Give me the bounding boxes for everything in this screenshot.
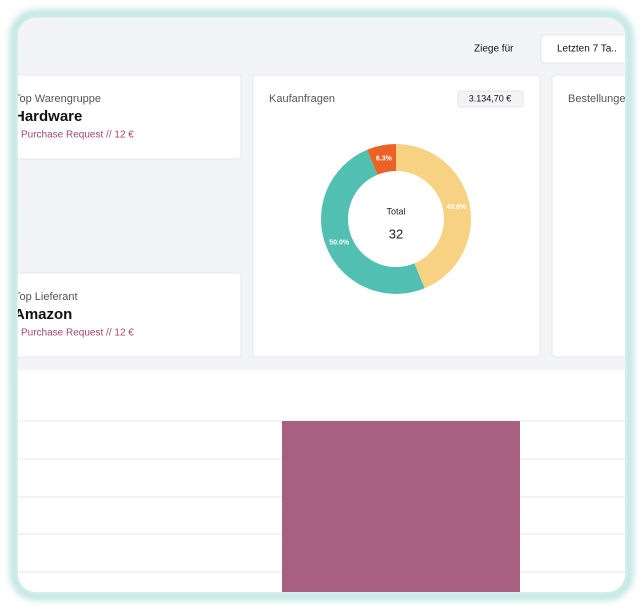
segment-label: 6.3% [376, 156, 393, 163]
card-detail: Purchase Request // 12 € [21, 130, 134, 141]
card-title: Top Warengruppe [14, 93, 101, 105]
card-title: Kaufanfragen [269, 93, 335, 105]
card-value: Hardware [14, 108, 82, 125]
frame-glow [11, 11, 632, 599]
content: Ziege für Letzten 7 Ta.. Top Warengruppe… [14, 18, 636, 592]
card [18, 272, 242, 358]
card-title: Bestellungen [568, 93, 632, 105]
bar [282, 421, 520, 592]
card [18, 74, 242, 160]
card [551, 74, 625, 358]
donut-segment [396, 144, 471, 289]
segment-label: 43.8% [446, 204, 467, 211]
donut-segment [367, 144, 396, 175]
amount: 3.134,70 € [469, 93, 512, 103]
card-title: Top Lieferant [14, 291, 78, 303]
donut-segment [321, 149, 425, 294]
donut-total: 32 [389, 226, 403, 241]
donut-chart: 43.8% 50.0% 6.3% [321, 144, 471, 294]
card-value: Amazon [14, 306, 72, 323]
card-detail: Purchase Request // 12 € [21, 328, 134, 339]
segment-label: 50.0% [329, 239, 350, 246]
filter-label: Ziege für [474, 44, 514, 55]
donut-center-label: Total [386, 206, 405, 216]
card [252, 74, 541, 358]
period-select[interactable] [540, 34, 636, 64]
period-value[interactable]: Letzten 7 Ta.. [557, 44, 617, 55]
amount-badge [457, 90, 524, 108]
